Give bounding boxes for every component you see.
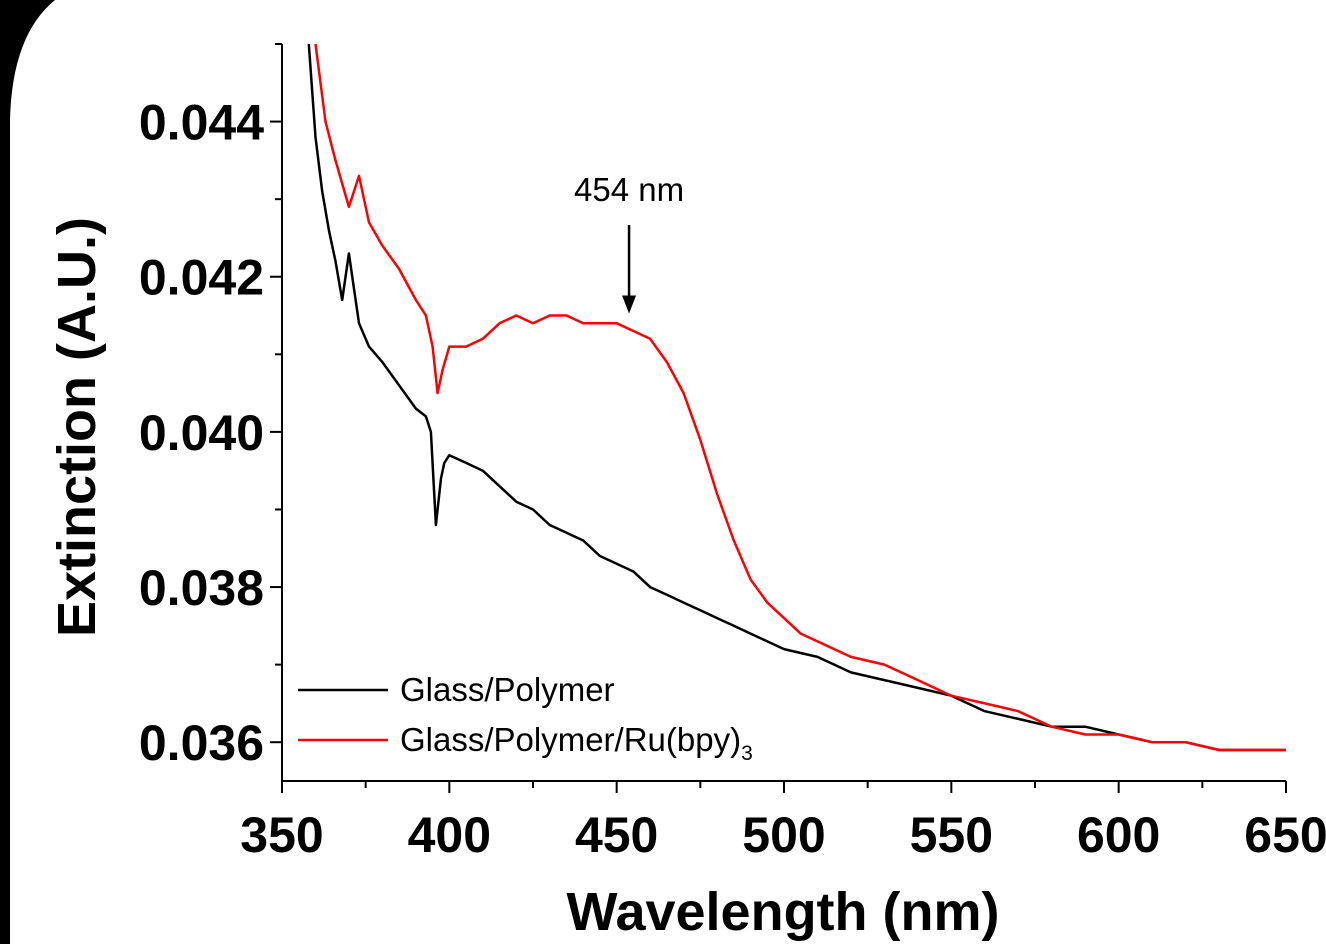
series-line-2 — [314, 44, 1286, 752]
series-layer — [307, 44, 1286, 752]
y-tick-label: 0.042 — [139, 250, 264, 306]
x-tick-label: 350 — [240, 807, 323, 863]
y-ticks: 0.036 0.038 0.040 0.042 0.044 — [139, 43, 282, 771]
x-tick-label: 500 — [742, 807, 825, 863]
annotation-layer: 454 nm — [574, 171, 684, 314]
legend-label-2: Glass/Polymer/Ru(bpy)3 — [400, 721, 753, 765]
y-tick-label: 0.036 — [139, 715, 264, 771]
left-frame-decoration — [0, 0, 55, 944]
peak-annotation-label: 454 nm — [574, 171, 684, 208]
x-tick-label: 650 — [1244, 807, 1326, 863]
y-tick-label: 0.044 — [139, 95, 264, 151]
peak-arrow-head — [622, 295, 637, 314]
x-tick-label: 550 — [910, 807, 993, 863]
series-line-1 — [307, 44, 1286, 752]
x-ticks: 350 400 450 500 550 600 650 — [240, 781, 1326, 863]
plot-area — [307, 44, 1286, 752]
y-tick-label: 0.040 — [139, 405, 264, 461]
legend: Glass/Polymer Glass/Polymer/Ru(bpy)3 — [298, 671, 753, 765]
legend-label-1: Glass/Polymer — [400, 671, 615, 708]
x-axis-title: Wavelength (nm) — [566, 882, 999, 942]
x-tick-label: 450 — [575, 807, 658, 863]
x-tick-label: 400 — [408, 807, 491, 863]
y-tick-label: 0.038 — [139, 560, 264, 616]
y-axis-title: Extinction (A.U.) — [47, 217, 107, 637]
x-tick-label: 600 — [1077, 807, 1160, 863]
